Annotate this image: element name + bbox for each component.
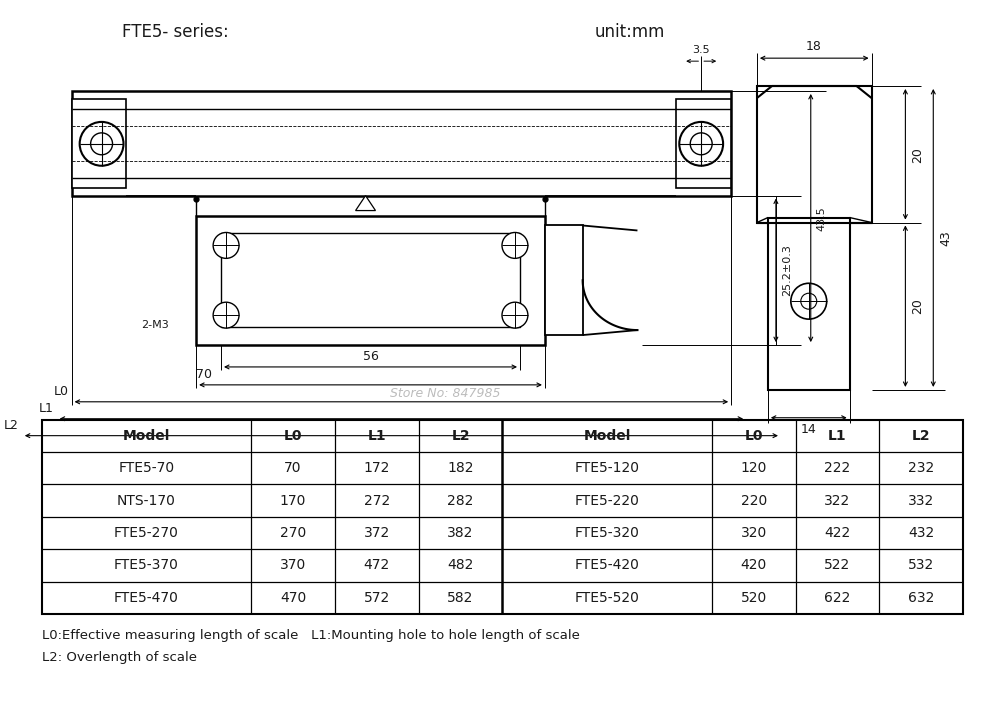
Text: 270: 270 (280, 526, 306, 540)
Circle shape (91, 133, 113, 154)
Text: 2-M3: 2-M3 (141, 320, 169, 330)
Bar (42, 420, 963, 614)
Text: FTE5-420: FTE5-420 (575, 558, 640, 572)
Bar (676, 99, 731, 187)
Text: 520: 520 (741, 591, 767, 604)
Text: FTE5-320: FTE5-320 (575, 526, 640, 540)
Text: Model: Model (123, 429, 170, 443)
Text: FTE5-520: FTE5-520 (575, 591, 640, 604)
Bar (196, 216, 545, 345)
Text: 472: 472 (364, 558, 390, 572)
Bar (221, 234, 520, 327)
Text: 632: 632 (908, 591, 934, 604)
Text: 232: 232 (908, 461, 934, 475)
Text: 43.5: 43.5 (817, 206, 827, 231)
Text: 322: 322 (824, 494, 851, 508)
Circle shape (213, 302, 239, 328)
Text: 572: 572 (364, 591, 390, 604)
Text: 70: 70 (284, 461, 302, 475)
Text: 422: 422 (824, 526, 851, 540)
Text: 370: 370 (280, 558, 306, 572)
Text: 282: 282 (447, 494, 474, 508)
Circle shape (213, 232, 239, 258)
Text: FTE5-70: FTE5-70 (118, 461, 175, 475)
Text: 20: 20 (911, 298, 924, 314)
Text: L2: L2 (451, 429, 470, 443)
Text: FTE5-220: FTE5-220 (575, 494, 640, 508)
Text: FTE5- series:: FTE5- series: (122, 23, 228, 41)
Text: 420: 420 (741, 558, 767, 572)
Text: 182: 182 (447, 461, 474, 475)
Text: L0: L0 (54, 385, 69, 398)
Text: 320: 320 (741, 526, 767, 540)
Bar (768, 218, 850, 390)
Circle shape (679, 122, 723, 166)
Text: unit:mm: unit:mm (595, 23, 665, 41)
Text: 18: 18 (806, 40, 822, 53)
Circle shape (791, 284, 827, 319)
Text: 222: 222 (824, 461, 851, 475)
Text: 272: 272 (364, 494, 390, 508)
Circle shape (690, 133, 712, 154)
Text: 532: 532 (908, 558, 934, 572)
Text: L2: L2 (912, 429, 931, 443)
Text: Model: Model (584, 429, 631, 443)
Text: 522: 522 (824, 558, 851, 572)
Text: 382: 382 (447, 526, 474, 540)
Text: 220: 220 (741, 494, 767, 508)
Circle shape (80, 122, 123, 166)
Text: NTS-170: NTS-170 (117, 494, 176, 508)
Text: L1: L1 (828, 429, 847, 443)
Text: 25.2±0.3: 25.2±0.3 (782, 244, 792, 296)
Text: 3.5: 3.5 (692, 45, 710, 55)
Circle shape (801, 293, 817, 309)
Text: 56: 56 (363, 350, 378, 363)
Text: 70: 70 (196, 368, 212, 381)
Text: 332: 332 (908, 494, 934, 508)
Text: L1: L1 (368, 429, 386, 443)
Text: 482: 482 (447, 558, 474, 572)
Text: 622: 622 (824, 591, 851, 604)
Text: 120: 120 (741, 461, 767, 475)
Circle shape (502, 232, 528, 258)
Bar (545, 225, 583, 335)
Polygon shape (356, 196, 375, 211)
Text: 432: 432 (908, 526, 934, 540)
Text: L0: L0 (284, 429, 302, 443)
Circle shape (502, 302, 528, 328)
Bar (72, 99, 126, 187)
Text: 582: 582 (447, 591, 474, 604)
Text: FTE5-270: FTE5-270 (114, 526, 179, 540)
Text: FTE5-120: FTE5-120 (575, 461, 640, 475)
Text: Store No: 847985: Store No: 847985 (390, 388, 501, 400)
Text: 170: 170 (280, 494, 306, 508)
Bar (72, 91, 731, 196)
Text: FTE5-470: FTE5-470 (114, 591, 179, 604)
Text: 43: 43 (939, 230, 952, 246)
Text: 20: 20 (911, 147, 924, 163)
Text: FTE5-370: FTE5-370 (114, 558, 179, 572)
Text: 470: 470 (280, 591, 306, 604)
Text: 172: 172 (364, 461, 390, 475)
Bar (757, 86, 872, 223)
Text: 14: 14 (801, 423, 817, 436)
Text: L2: Overlength of scale: L2: Overlength of scale (42, 651, 197, 664)
Text: L0: L0 (745, 429, 763, 443)
Text: L2: L2 (4, 418, 19, 432)
Text: 372: 372 (364, 526, 390, 540)
Text: L0:Effective measuring length of scale   L1:Mounting hole to hole length of scal: L0:Effective measuring length of scale L… (42, 629, 580, 642)
Text: L1: L1 (39, 402, 54, 415)
